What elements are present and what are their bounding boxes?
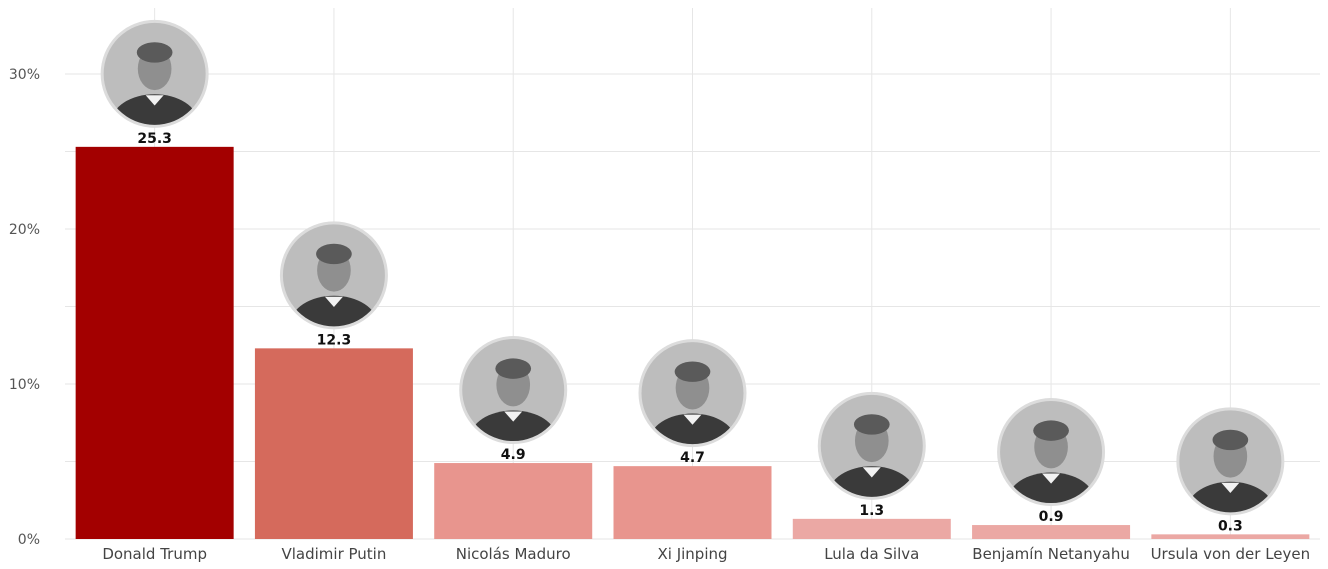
bar [75, 146, 234, 539]
x-tick-label: Ursula von der Leyen [1151, 545, 1311, 563]
portrait-shoulders [469, 410, 557, 442]
value-label: 0.9 [1039, 509, 1064, 525]
value-label: 12.3 [317, 332, 352, 348]
portrait-hair [674, 361, 711, 382]
portrait-shoulders [1187, 481, 1274, 513]
y-tick-label: 20% [9, 222, 40, 238]
portrait-collar [324, 296, 343, 307]
portrait-photo [997, 398, 1106, 507]
y-tick-label: 30% [9, 67, 40, 83]
portrait-photo [1176, 407, 1285, 516]
x-tick-label: Benjamín Netanyahu [972, 545, 1130, 563]
portrait-shoulders [828, 466, 916, 497]
bars [75, 146, 1310, 539]
portrait-shoulders [290, 295, 378, 327]
y-tick-label: 0% [18, 532, 40, 548]
value-label: 4.7 [680, 450, 705, 466]
portrait-hair [316, 243, 352, 265]
x-tick-label: Nicolás Maduro [456, 545, 571, 563]
bar [434, 463, 593, 539]
x-axis-labels: Donald Trump Vladimir Putin Nicolás Maduro… [102, 545, 1310, 563]
bar [254, 348, 413, 539]
value-label: 25.3 [137, 131, 172, 147]
x-tick-label: Vladimir Putin [281, 545, 386, 563]
portrait-collar [1042, 473, 1061, 484]
portrait-hair [1033, 420, 1069, 441]
x-tick-label: Lula da Silva [824, 545, 919, 563]
portrait-photo [100, 19, 209, 128]
portrait-shoulders [111, 94, 198, 125]
portrait-hair [853, 414, 890, 435]
portrait-collar [862, 467, 881, 478]
bar [792, 518, 951, 539]
y-tick-label: 10% [9, 377, 40, 393]
portrait-photo [638, 339, 747, 448]
x-tick-label: Xi Jinping [657, 545, 727, 563]
value-label: 4.9 [501, 447, 526, 463]
portrait-collar [145, 95, 164, 106]
x-tick-label: Donald Trump [102, 545, 207, 563]
portrait-photo [459, 336, 568, 445]
value-labels: 25.3 12.3 4.9 4.7 1.3 0.9 0.3 [137, 131, 1242, 534]
value-label: 0.3 [1218, 518, 1243, 534]
portrait-photo [817, 391, 926, 500]
portrait-hair [136, 42, 173, 63]
portrait-collar [683, 414, 702, 425]
bar [1151, 534, 1310, 539]
y-axis-ticks: 0% 10% 20% 30% [9, 67, 40, 548]
portrait-collar [1221, 482, 1240, 493]
value-label: 1.3 [859, 503, 884, 519]
portrait-photo [279, 221, 388, 330]
portraits [100, 19, 1285, 516]
portrait-shoulders [1007, 472, 1095, 504]
portrait-collar [504, 411, 523, 422]
bar [972, 525, 1131, 539]
bar [613, 466, 772, 539]
portrait-hair [1212, 429, 1249, 451]
portrait-shoulders [649, 413, 736, 445]
portrait-hair [495, 358, 532, 379]
